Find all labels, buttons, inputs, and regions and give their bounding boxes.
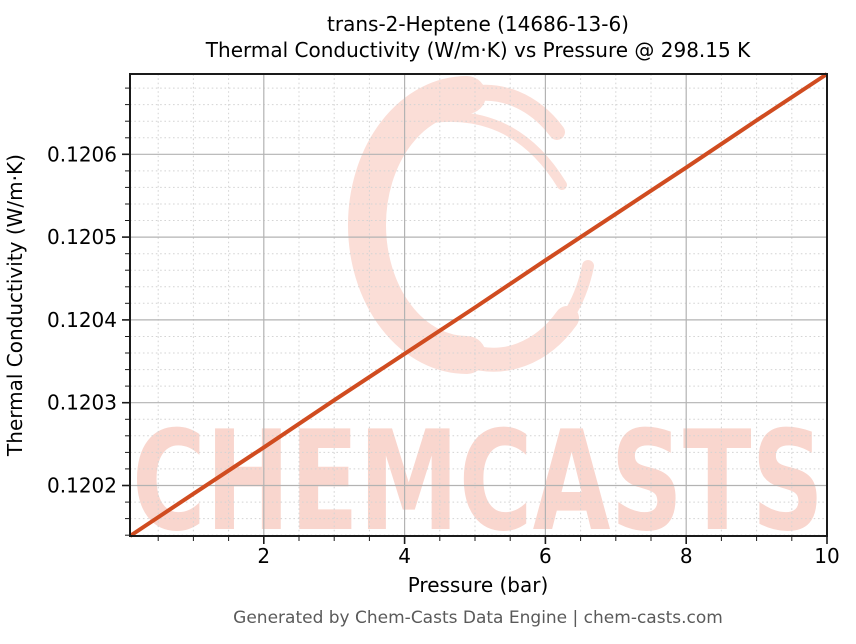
x-tick-label: 4 <box>398 544 411 568</box>
x-axis-label: Pressure (bar) <box>408 573 549 597</box>
data-line <box>128 72 829 538</box>
watermark-swirl-top-arc <box>459 84 565 140</box>
x-tick-label: 6 <box>539 544 552 568</box>
y-tick-labels: 0.1202 0.1203 0.1204 0.1205 0.1206 <box>47 142 117 497</box>
watermark-swirl-tail-arc <box>561 260 594 324</box>
watermark-swirl-left-arc <box>348 76 486 374</box>
watermark-text: CHEMCASTS <box>132 401 824 562</box>
footer-attribution: Generated by Chem-Casts Data Engine | ch… <box>233 608 723 628</box>
watermark-swirl-bottom-arc <box>455 306 579 372</box>
y-tick-label: 0.1204 <box>47 308 117 332</box>
x-tick-label: 8 <box>680 544 693 568</box>
y-tick-label: 0.1206 <box>47 142 117 166</box>
watermark: CHEMCASTS <box>132 76 824 562</box>
axis-tick-marks <box>122 87 828 544</box>
y-tick-label: 0.1205 <box>47 225 117 249</box>
chart-title-line1: trans-2-Heptene (14686-13-6) <box>327 12 629 36</box>
x-tick-label: 2 <box>257 544 270 568</box>
y-tick-label: 0.1202 <box>47 474 117 498</box>
watermark-swirl-inner-swoosh <box>427 111 567 190</box>
chart-title-line2: Thermal Conductivity (W/m·K) vs Pressure… <box>205 38 751 62</box>
y-tick-label: 0.1203 <box>47 391 117 415</box>
y-axis-label: Thermal Conductivity (W/m·K) <box>3 154 27 457</box>
x-tick-labels: 2 4 6 8 10 <box>257 544 839 568</box>
plot-frame <box>129 73 828 537</box>
x-tick-label: 10 <box>814 544 839 568</box>
